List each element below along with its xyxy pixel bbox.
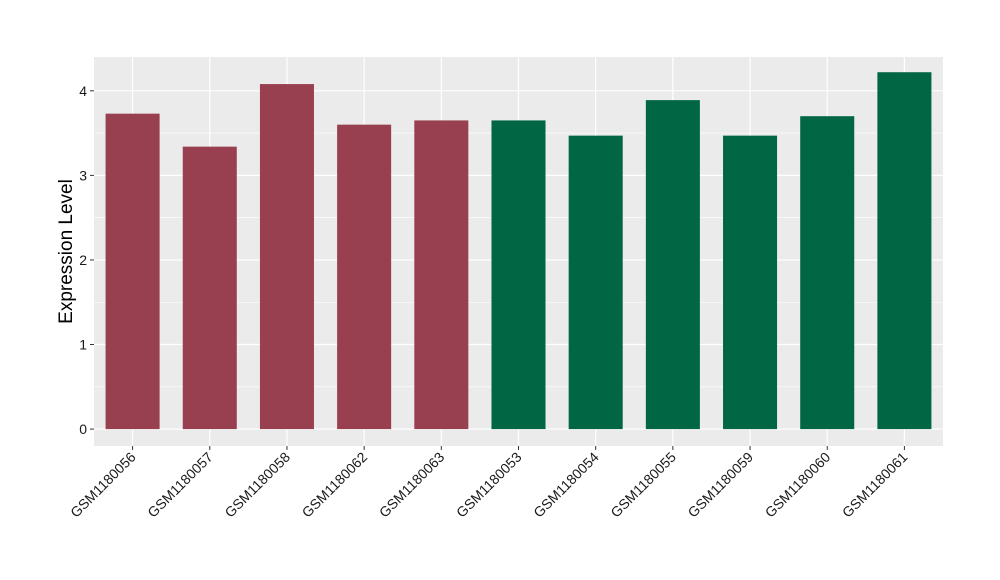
bar-GSM1180059 [723, 135, 778, 430]
x-tick-label: GSM1180062 [299, 449, 371, 521]
x-tick-label: GSM1180059 [684, 449, 756, 521]
bar-GSM1180061 [877, 72, 932, 430]
bar-GSM1180053 [491, 120, 546, 430]
x-tick-label: GSM1180061 [839, 449, 911, 521]
y-tick-label: 4 [79, 83, 87, 99]
bar-GSM1180054 [568, 135, 623, 430]
bar-GSM1180058 [259, 84, 314, 430]
y-tick-label: 2 [79, 252, 87, 268]
x-tick-label: GSM1180054 [530, 449, 602, 521]
x-tick-label: GSM1180055 [607, 449, 679, 521]
y-axis: 0 1 2 3 4 [79, 83, 94, 437]
x-tick-label: GSM1180060 [762, 449, 834, 521]
x-tick-label: GSM1180063 [376, 449, 448, 521]
bars [105, 72, 932, 430]
x-tick-label: GSM1180058 [221, 449, 293, 521]
y-tick-label: 3 [79, 167, 87, 183]
x-tick-label: GSM1180056 [67, 449, 139, 521]
bar-GSM1180062 [337, 124, 392, 430]
bar-GSM1180055 [645, 100, 700, 430]
y-axis-title: Expression Level [56, 179, 77, 324]
bar-GSM1180057 [182, 146, 237, 430]
x-axis: GSM1180056 GSM1180057 GSM1180058 GSM1180062… [67, 446, 911, 520]
x-tick-label: GSM1180057 [144, 449, 216, 521]
bar-GSM1180063 [414, 120, 469, 430]
y-tick-label: 0 [79, 421, 87, 437]
x-tick-label: GSM1180053 [453, 449, 525, 521]
bar-GSM1180056 [105, 113, 160, 430]
y-tick-label: 1 [79, 337, 87, 353]
bar-GSM1180060 [800, 116, 855, 430]
